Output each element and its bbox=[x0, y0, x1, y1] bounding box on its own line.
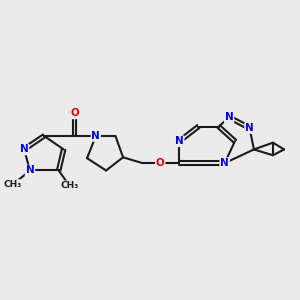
Text: N: N bbox=[92, 131, 100, 141]
Text: N: N bbox=[26, 166, 34, 176]
Text: N: N bbox=[225, 112, 233, 122]
Text: CH₃: CH₃ bbox=[4, 180, 22, 189]
Text: N: N bbox=[245, 123, 254, 133]
Text: CH₃: CH₃ bbox=[60, 181, 79, 190]
Text: N: N bbox=[20, 144, 28, 154]
Text: O: O bbox=[156, 158, 165, 168]
Text: N: N bbox=[220, 158, 229, 168]
Text: O: O bbox=[70, 108, 79, 118]
Text: N: N bbox=[175, 136, 184, 146]
